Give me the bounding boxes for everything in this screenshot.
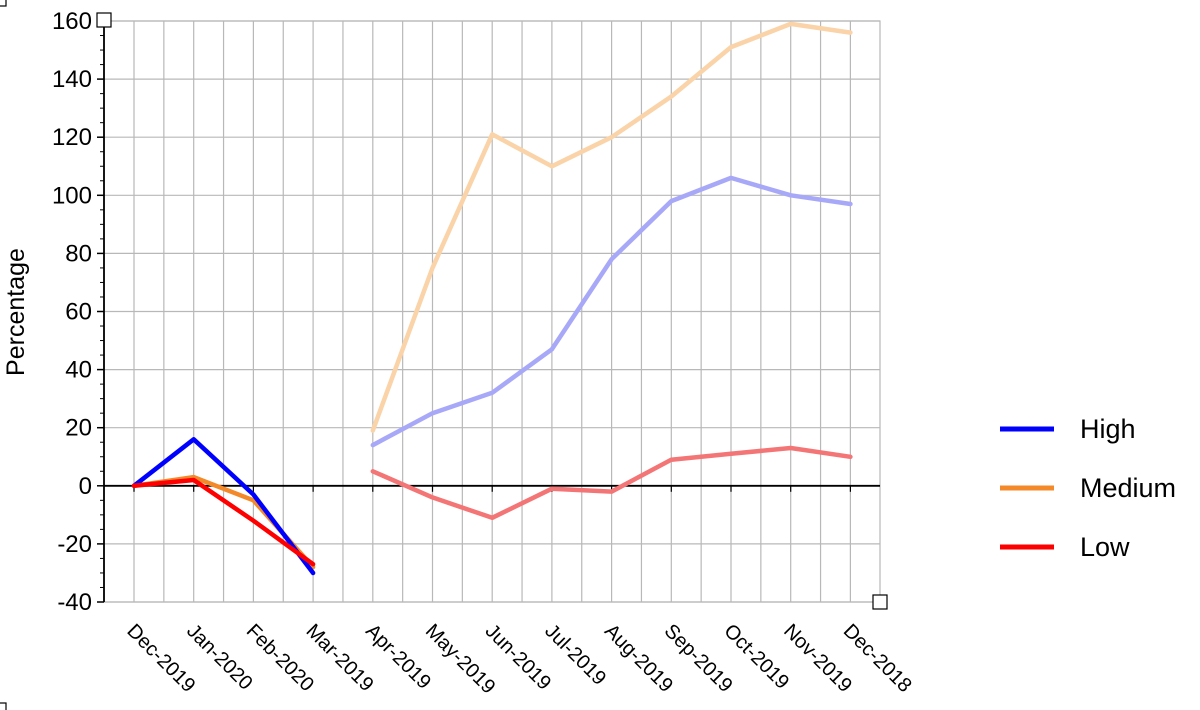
resize-handle[interactable]: [0, 0, 7, 7]
x-tick-labels: Dec-2019Jan-2020Feb-2020Mar-2019Apr-2019…: [122, 620, 915, 698]
series-lines: [131, 21, 853, 576]
y-tick-label: 100: [52, 182, 92, 209]
resize-handle[interactable]: [0, 702, 7, 710]
resize-handles: [0, 0, 888, 710]
y-tick-label: -20: [57, 531, 92, 558]
y-tick-label: 0: [79, 473, 92, 500]
y-tick-label: 40: [65, 357, 92, 384]
series-line-low-faded: [370, 445, 853, 521]
y-tick-label: 20: [65, 415, 92, 442]
resize-handle[interactable]: [872, 594, 888, 610]
resize-handle[interactable]: [96, 12, 112, 28]
axes: [97, 19, 880, 603]
grid: [103, 20, 881, 603]
y-tick-label: 140: [52, 66, 92, 93]
y-tick-label: 160: [52, 8, 92, 35]
legend-label-medium: Medium: [1080, 473, 1176, 503]
legend-label-high: High: [1080, 414, 1136, 444]
y-tick-label: -40: [57, 589, 92, 616]
y-tick-labels: -40 -20 0 20 40 60 80 100 120 140 160: [52, 8, 92, 616]
series-line-high-faded: [370, 175, 853, 448]
y-tick-label: 80: [65, 240, 92, 267]
y-tick-label: 60: [65, 299, 92, 326]
series-line-high: [131, 437, 316, 576]
series-line-low: [131, 477, 316, 567]
y-axis-title: Percentage: [2, 248, 30, 376]
legend-label-low: Low: [1080, 532, 1130, 562]
legend: High Medium Low: [1000, 414, 1176, 562]
y-tick-label: 120: [52, 124, 92, 151]
series-line-medium-faded: [370, 21, 853, 433]
